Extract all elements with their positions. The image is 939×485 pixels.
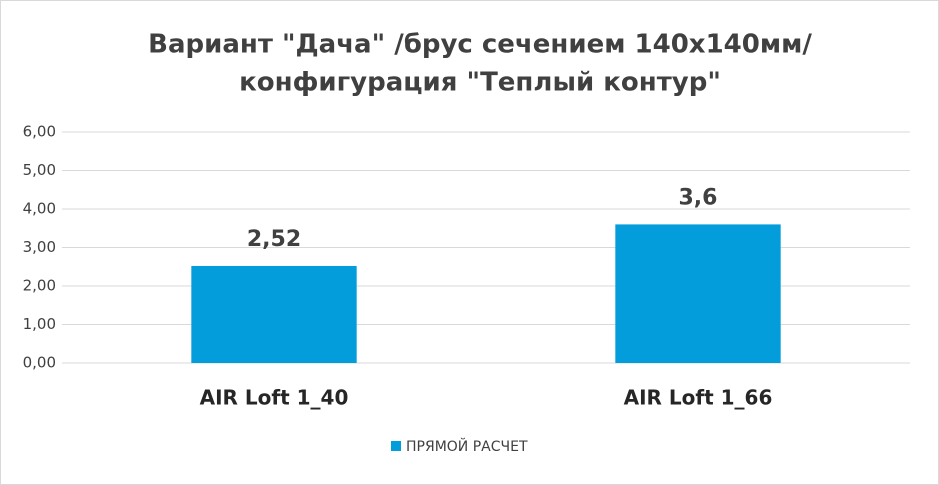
- y-tick-label: 6,00: [23, 123, 56, 141]
- y-tick-label: 4,00: [23, 200, 56, 218]
- y-tick-label: 2,00: [23, 277, 56, 295]
- x-tick-label: AIR Loft 1_40: [200, 386, 349, 410]
- y-tick-label: 5,00: [23, 161, 56, 179]
- chart-title: Вариант "Дача" /брус сечением 140х140мм/: [148, 30, 812, 60]
- y-tick-label: 3,00: [23, 238, 56, 256]
- bar: [191, 265, 357, 363]
- bar: [615, 224, 781, 363]
- legend-label: ПРЯМОЙ РАСЧЕТ: [406, 437, 528, 455]
- chart-title: конфигурация "Теплый контур": [239, 68, 721, 98]
- y-tick-label: 1,00: [23, 315, 56, 333]
- data-label: 3,6: [679, 185, 718, 210]
- data-label: 2,52: [247, 227, 301, 252]
- y-tick-label: 0,00: [23, 354, 56, 372]
- x-tick-label: AIR Loft 1_66: [624, 386, 773, 410]
- legend-swatch: [391, 441, 401, 451]
